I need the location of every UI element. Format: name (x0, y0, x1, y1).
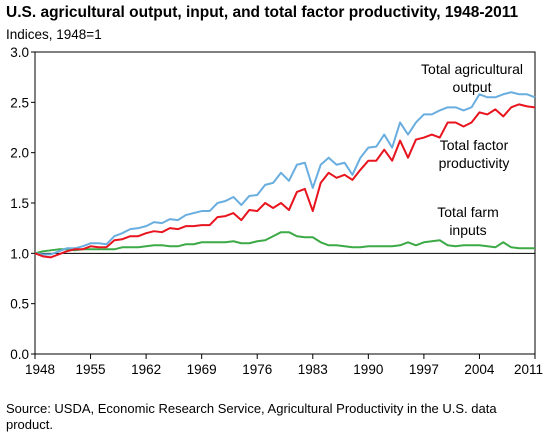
x-tick-label: 1955 (76, 362, 106, 377)
series-line-total-agricultural-output (34, 91, 536, 256)
x-tick-label: 2011 (514, 362, 543, 377)
x-tick-label: 1969 (187, 362, 217, 377)
y-tick-label: 3.0 (10, 45, 29, 60)
x-tick-label: 1948 (25, 362, 55, 377)
x-tick-label: 1976 (242, 362, 272, 377)
y-axis-label: Indices, 1948=1 (6, 27, 102, 42)
plot-frame (34, 51, 536, 355)
series-line-total-farm-inputs (34, 231, 535, 255)
series-label: Total factor (440, 137, 509, 153)
series-label: productivity (439, 155, 510, 171)
y-tick-label: 0.5 (10, 297, 29, 312)
y-tick-label: 1.5 (10, 196, 29, 211)
x-tick-label: 1983 (298, 362, 328, 377)
chart-title: U.S. agricultural output, input, and tot… (6, 4, 519, 21)
y-tick-label: 0.0 (10, 347, 29, 362)
line-chart: 0.0 0.5 1.0 1.5 2.0 2.5 3.0 1948 1955 1962 1969 197… (10, 45, 543, 377)
y-tick-label: 2.5 (10, 95, 29, 110)
x-tick-label: 1997 (409, 362, 439, 377)
source-note: Source: USDA, Economic Research Service,… (6, 401, 497, 432)
series-line-total-factor-productivity (34, 103, 536, 259)
series-label: output (453, 79, 492, 95)
x-tick-label: 1962 (131, 362, 161, 377)
x-tick-label: 1990 (353, 362, 383, 377)
series-label: Total farm (437, 204, 498, 220)
x-tick-label: 2004 (464, 362, 495, 377)
y-tick-label: 2.0 (10, 146, 29, 161)
series-label: inputs (449, 222, 486, 238)
y-tick-label: 1.0 (10, 246, 29, 261)
series-label: Total agricultural (421, 61, 523, 77)
